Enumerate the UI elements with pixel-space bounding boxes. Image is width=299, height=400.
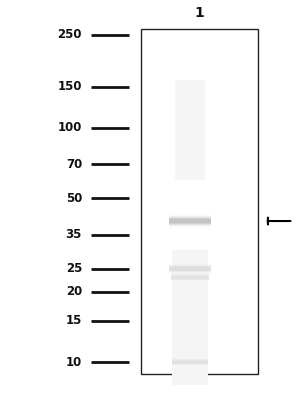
Text: 1: 1 — [195, 6, 204, 20]
Bar — [170, 212, 210, 230]
Bar — [171, 270, 209, 284]
Text: 20: 20 — [66, 285, 82, 298]
Bar — [173, 356, 208, 368]
Bar — [173, 360, 208, 364]
Bar — [171, 276, 209, 279]
Bar — [170, 261, 210, 276]
Text: 70: 70 — [66, 158, 82, 171]
Bar — [173, 250, 208, 385]
Bar — [170, 266, 210, 272]
Bar — [173, 358, 208, 366]
Bar — [171, 274, 209, 281]
Bar — [170, 213, 210, 229]
Bar — [170, 265, 210, 272]
Bar — [170, 264, 210, 273]
Bar — [175, 80, 205, 180]
Bar — [170, 262, 210, 276]
Bar — [171, 275, 209, 280]
Text: 15: 15 — [66, 314, 82, 327]
Bar — [171, 271, 209, 284]
Bar — [173, 356, 208, 368]
Text: 250: 250 — [57, 28, 82, 41]
Text: 150: 150 — [57, 80, 82, 93]
Bar — [173, 361, 208, 364]
Bar — [173, 357, 208, 367]
Bar — [171, 273, 209, 282]
Bar — [173, 359, 208, 365]
Text: 25: 25 — [66, 262, 82, 275]
Bar — [170, 214, 210, 228]
Bar — [170, 218, 210, 224]
Bar — [171, 274, 209, 280]
Bar — [170, 216, 210, 226]
Bar — [170, 219, 210, 223]
Bar — [170, 217, 210, 225]
Bar — [173, 358, 208, 366]
Bar — [170, 267, 210, 270]
Bar — [141, 30, 258, 374]
Bar — [171, 272, 209, 283]
Text: 50: 50 — [66, 192, 82, 205]
Text: 100: 100 — [58, 121, 82, 134]
Bar — [170, 215, 210, 227]
Text: 35: 35 — [66, 228, 82, 241]
Text: 10: 10 — [66, 356, 82, 368]
Bar — [170, 263, 210, 275]
Bar — [170, 264, 210, 274]
